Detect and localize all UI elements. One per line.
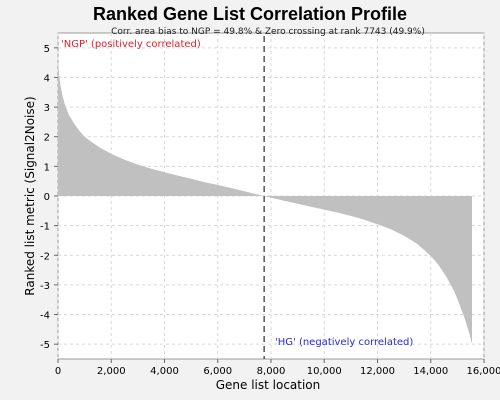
x-tick-label: 16,000 — [467, 366, 500, 377]
x-tick-label: 4,000 — [150, 366, 179, 377]
x-tick-label: 6,000 — [203, 366, 232, 377]
x-axis-label: Gene list location — [216, 378, 321, 392]
positive-correlation-label: 'NGP' (positively correlated) — [61, 39, 201, 50]
x-tick-label: 0 — [55, 366, 61, 377]
y-tick-label: -1 — [40, 222, 50, 233]
y-tick-label: 2 — [44, 133, 50, 144]
area-bias-annotation: Corr. area bias to NGP = 49.8% & Zero cr… — [111, 27, 425, 37]
y-tick-label: -3 — [40, 281, 50, 292]
y-tick-label: -2 — [40, 251, 50, 262]
y-tick-label: 1 — [44, 162, 50, 173]
chart-title: Ranked Gene List Correlation Profile — [93, 4, 407, 24]
y-tick-label: -5 — [40, 340, 50, 351]
x-tick-label: 10,000 — [307, 366, 342, 377]
y-axis-ticks: 5 4 3 2 1 0 -1 -2 -3 -4 -5 — [40, 44, 58, 351]
negative-correlation-label: 'HG' (negatively correlated) — [275, 337, 413, 348]
grid-lines — [57, 33, 485, 359]
y-tick-label: 5 — [44, 44, 50, 55]
y-axis-label: Ranked list metric (Signal2Noise) — [23, 96, 37, 295]
y-tick-label: -4 — [40, 311, 50, 322]
y-tick-label: 4 — [44, 73, 50, 84]
y-tick-label: 3 — [44, 103, 50, 114]
x-tick-label: 8,000 — [257, 366, 286, 377]
x-tick-label: 2,000 — [97, 366, 126, 377]
y-tick-label: 0 — [44, 192, 50, 203]
ranked-metric-area — [58, 59, 472, 344]
x-tick-label: 12,000 — [360, 366, 395, 377]
x-axis-ticks: 0 2,000 4,000 6,000 8,000 10,000 12,000 14,000 1… — [55, 359, 500, 377]
x-tick-label: 14,000 — [413, 366, 448, 377]
